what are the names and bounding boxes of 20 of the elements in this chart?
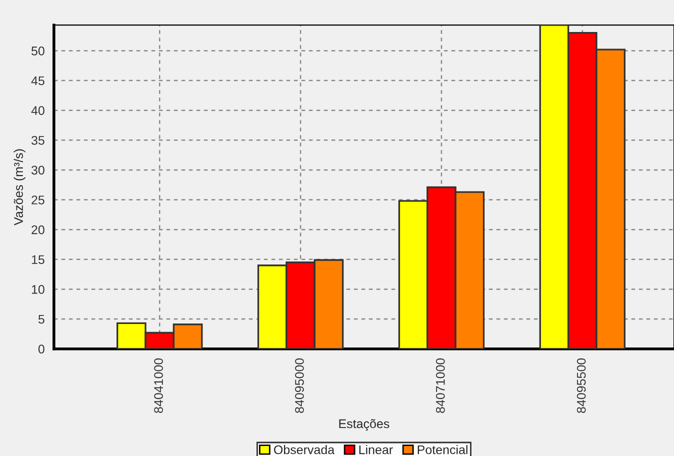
y-tick-label: 5 [38,314,44,324]
y-tick-label: 30 [31,166,44,175]
x-tick-label: 84095500 [576,358,586,413]
legend-label: Linear [359,445,393,454]
y-tick-label: 35 [31,136,44,145]
y-axis-title: Vazões (m³/s) [14,149,26,226]
y-tick-label: 10 [32,285,44,294]
y-tick-label: 15 [32,255,44,264]
y-tick-label: 25 [32,196,44,204]
y-tick-label: 40 [31,106,44,115]
x-axis-title: Estações [339,419,390,431]
y-tick-label: 0 [38,344,44,354]
legend-label: Potencial [418,445,468,454]
x-tick-label: 84095000 [295,358,304,413]
y-tick-label: 50 [31,46,44,56]
x-tick-label: 84071000 [436,358,445,413]
x-tick-label: 84041000 [154,358,163,413]
legend-label: Observada [274,445,335,454]
y-tick-label: 20 [32,225,44,234]
y-tick-label: 45 [31,76,44,86]
